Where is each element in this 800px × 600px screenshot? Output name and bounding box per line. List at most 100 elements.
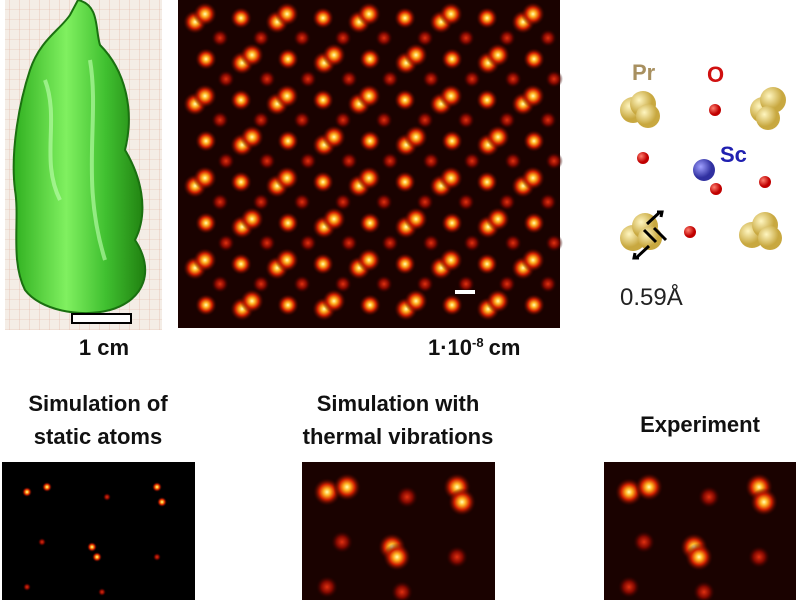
spot xyxy=(523,212,545,234)
spot xyxy=(230,253,252,275)
spot xyxy=(293,275,311,293)
spot xyxy=(486,125,510,149)
spot xyxy=(211,193,229,211)
spot xyxy=(539,193,557,211)
spot xyxy=(340,234,358,252)
spot xyxy=(42,482,52,492)
spot xyxy=(357,84,381,108)
spot xyxy=(334,111,352,129)
spot xyxy=(539,111,557,129)
spot xyxy=(195,130,217,152)
spot xyxy=(521,2,545,26)
spot xyxy=(441,212,463,234)
spot xyxy=(381,152,399,170)
spot xyxy=(375,111,393,129)
spot xyxy=(441,294,463,316)
spot xyxy=(422,70,440,88)
o-atom xyxy=(709,104,721,116)
spot xyxy=(439,2,463,26)
spot xyxy=(322,43,346,67)
pr-atom xyxy=(750,87,786,130)
spot xyxy=(211,111,229,129)
spot xyxy=(293,193,311,211)
spot xyxy=(92,552,102,562)
spot xyxy=(383,543,411,571)
spot xyxy=(539,275,557,293)
spot xyxy=(275,166,299,190)
pr-atom xyxy=(620,91,660,128)
spot xyxy=(617,575,641,599)
spot xyxy=(635,473,663,501)
spot xyxy=(277,130,299,152)
spot xyxy=(357,166,381,190)
spot xyxy=(448,488,476,516)
spot xyxy=(322,289,346,313)
spot xyxy=(322,125,346,149)
spot xyxy=(521,248,545,272)
spot xyxy=(486,289,510,313)
spot xyxy=(521,166,545,190)
spot xyxy=(153,553,161,561)
spot xyxy=(230,171,252,193)
spot xyxy=(293,111,311,129)
spot xyxy=(416,29,434,47)
spot xyxy=(22,487,32,497)
spot xyxy=(275,84,299,108)
spot xyxy=(357,248,381,272)
spot xyxy=(312,7,334,29)
spot xyxy=(486,43,510,67)
spot xyxy=(697,485,721,509)
spot xyxy=(275,248,299,272)
crystal xyxy=(12,0,147,314)
scale-bar xyxy=(71,313,132,324)
lattice xyxy=(183,2,563,321)
spot xyxy=(498,275,516,293)
spot xyxy=(439,166,463,190)
panel-title: static atoms xyxy=(34,424,162,449)
spot xyxy=(299,70,317,88)
spot xyxy=(457,275,475,293)
spot xyxy=(692,580,716,600)
spot xyxy=(521,84,545,108)
spot xyxy=(439,84,463,108)
spot xyxy=(545,152,563,170)
spot xyxy=(240,125,264,149)
spot xyxy=(422,234,440,252)
crystal-highlight xyxy=(43,59,107,261)
o-label: O xyxy=(707,62,724,87)
spot xyxy=(277,48,299,70)
spot xyxy=(312,89,334,111)
spot xyxy=(498,29,516,47)
spot xyxy=(539,29,557,47)
spot xyxy=(275,2,299,26)
spot xyxy=(330,530,354,554)
spot xyxy=(240,207,264,231)
panel-title: Experiment xyxy=(640,412,760,437)
static-panel xyxy=(2,462,195,600)
spot xyxy=(333,473,361,501)
scale-exponent: -8 xyxy=(472,335,484,350)
spot xyxy=(445,545,469,569)
pr-atom xyxy=(620,213,662,251)
spot xyxy=(252,111,270,129)
spot xyxy=(395,485,419,509)
spot xyxy=(315,575,339,599)
spot xyxy=(258,70,276,88)
spot xyxy=(375,193,393,211)
spot xyxy=(404,289,428,313)
scale-unit: cm xyxy=(489,335,521,360)
spot xyxy=(230,89,252,111)
spot xyxy=(390,580,414,600)
spot xyxy=(98,588,106,596)
pr-atom xyxy=(739,212,782,250)
spot xyxy=(277,212,299,234)
spot xyxy=(322,207,346,231)
panel-spots xyxy=(22,473,778,600)
spot xyxy=(504,234,522,252)
spot xyxy=(340,70,358,88)
spot xyxy=(252,275,270,293)
panel-title: Simulation with xyxy=(317,391,480,416)
spot xyxy=(359,294,381,316)
